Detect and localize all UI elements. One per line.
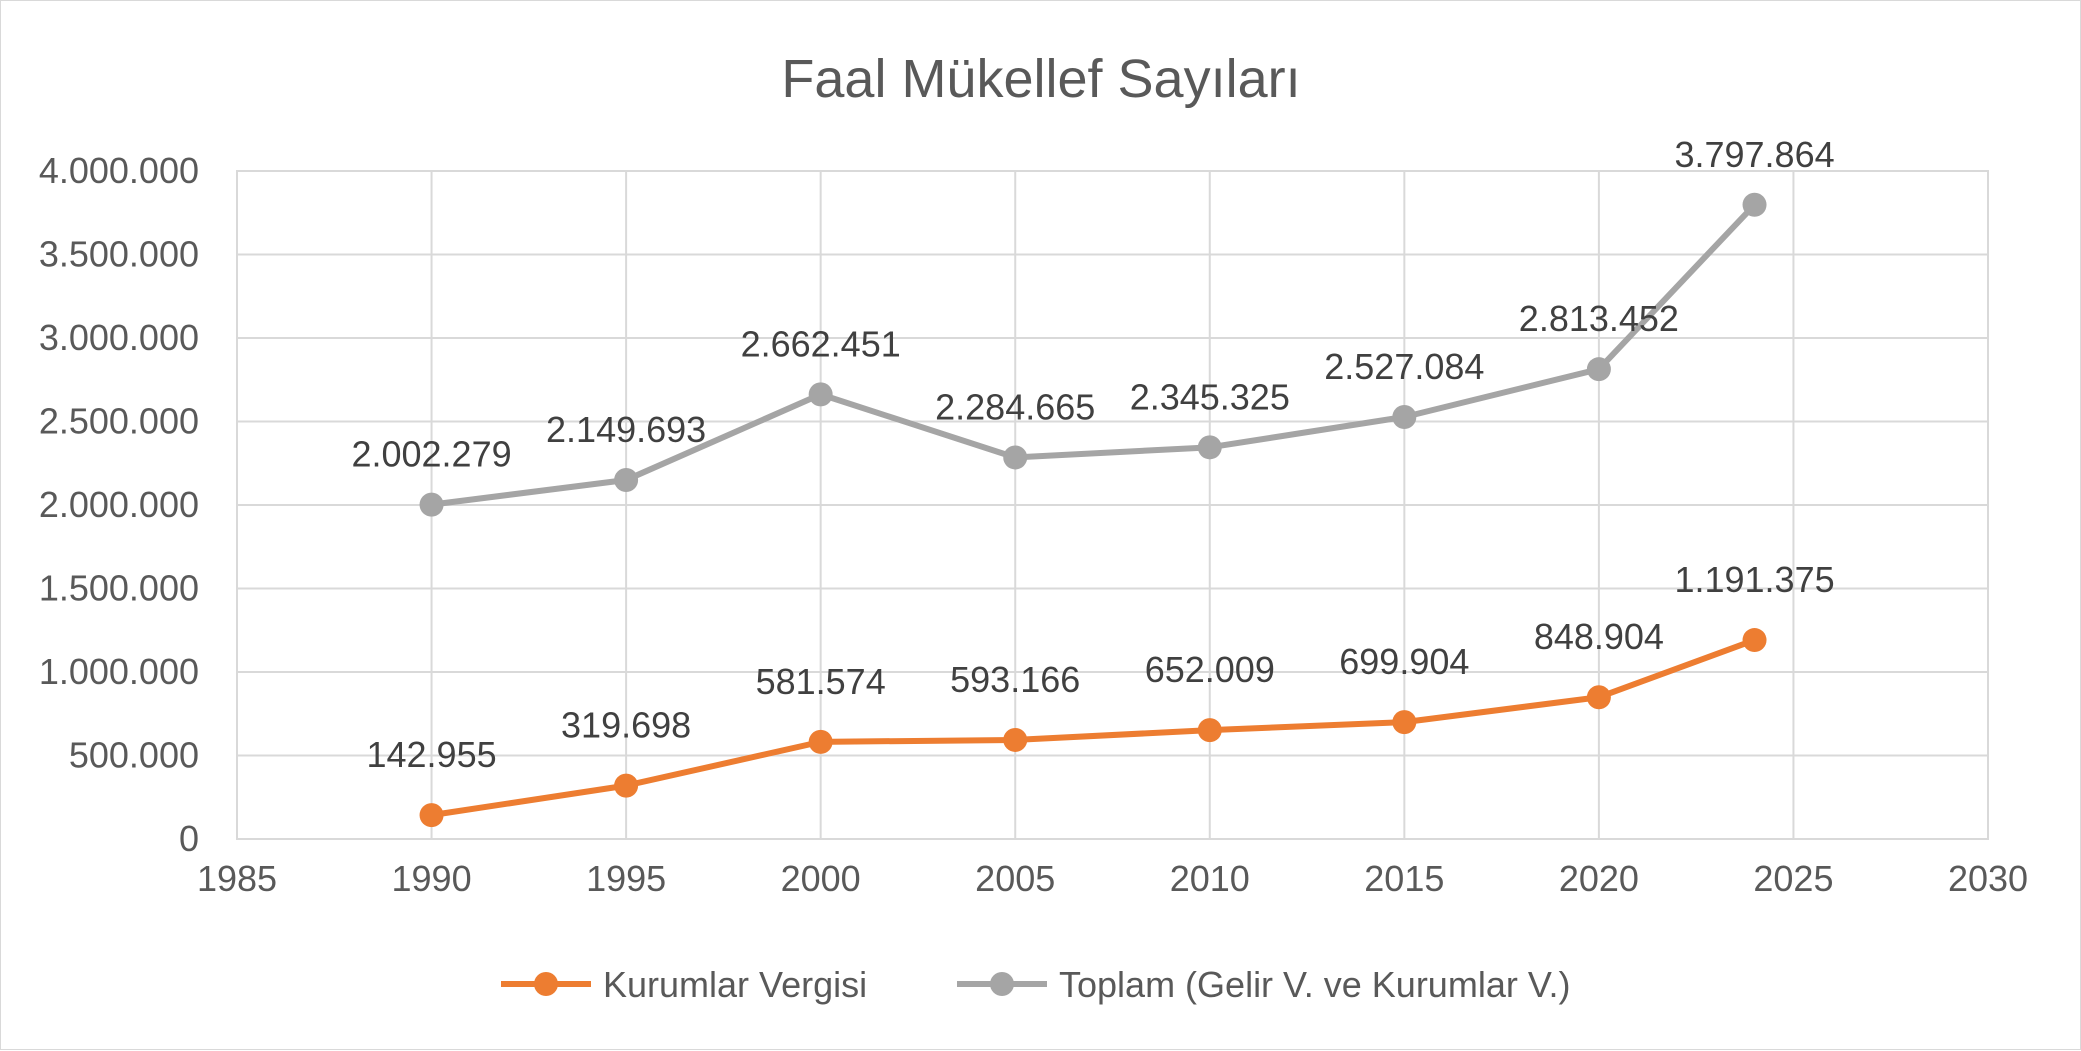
data-label: 652.009	[1145, 649, 1275, 690]
data-point	[1586, 685, 1611, 710]
y-tick-label: 500.000	[69, 735, 199, 776]
y-tick-label: 1.000.000	[39, 651, 199, 692]
data-point	[1392, 710, 1417, 735]
x-tick-label: 2015	[1364, 858, 1444, 899]
data-label: 2.284.665	[935, 386, 1095, 427]
chart-title: Faal Mükellef Sayıları	[781, 49, 1300, 109]
y-tick-label: 2.500.000	[39, 401, 199, 442]
y-tick-label: 3.500.000	[39, 234, 199, 275]
data-point	[1197, 718, 1222, 743]
x-axis: 1985 1990 1995 2000 2005 2010 2015 2020 2025 2030	[197, 858, 2028, 899]
data-label: 848.904	[1534, 616, 1664, 657]
y-tick-label: 3.000.000	[39, 317, 199, 358]
data-point	[419, 803, 444, 828]
legend-label-2: Toplam (Gelir V. ve Kurumlar V.)	[1059, 964, 1571, 1005]
x-tick-label: 2025	[1753, 858, 1833, 899]
x-tick-label: 2020	[1559, 858, 1639, 899]
data-point	[1742, 628, 1767, 653]
data-point	[1392, 404, 1417, 429]
plot-area-border	[236, 170, 1989, 840]
series-line-1	[431, 637, 1756, 819]
legend-marker-1	[534, 972, 558, 996]
data-label: 319.698	[561, 705, 691, 746]
data-label: 2.002.279	[351, 434, 511, 475]
data-label: 2.345.325	[1130, 376, 1290, 417]
x-tick-label: 1985	[197, 858, 277, 899]
data-label: 593.166	[950, 659, 1080, 700]
data-label: 2.813.452	[1519, 298, 1679, 339]
x-tick-label: 2010	[1170, 858, 1250, 899]
series-group: 142.955 319.698 581.574 593.166 652.009 699.9…	[351, 134, 1835, 828]
data-label: 3.797.864	[1674, 134, 1834, 175]
x-tick-label: 2005	[975, 858, 1055, 899]
data-point	[1003, 727, 1028, 752]
data-label: 2.527.084	[1324, 346, 1484, 387]
data-point	[419, 492, 444, 517]
y-tick-label: 1.500.000	[39, 568, 199, 609]
y-tick-label: 2.000.000	[39, 484, 199, 525]
data-label: 581.574	[756, 661, 886, 702]
data-point	[614, 468, 639, 493]
data-point	[1742, 192, 1767, 217]
data-point	[808, 382, 833, 407]
x-tick-label: 2000	[781, 858, 861, 899]
legend-label-1: Kurumlar Vergisi	[603, 964, 867, 1005]
y-axis: 0 500.000 1.000.000 1.500.000 2.000.000 2.500…	[39, 150, 199, 859]
x-tick-label: 2030	[1948, 858, 2028, 899]
y-tick-label: 0	[179, 818, 199, 859]
data-point	[1003, 445, 1028, 470]
data-label: 699.904	[1339, 641, 1469, 682]
data-point	[1586, 357, 1611, 382]
legend-marker-2	[990, 972, 1014, 996]
data-label: 2.662.451	[741, 323, 901, 364]
legend: Kurumlar Vergisi Toplam (Gelir V. ve Kuru…	[501, 964, 1571, 1005]
y-tick-label: 4.000.000	[39, 150, 199, 191]
data-label: 142.955	[366, 734, 496, 775]
data-point	[614, 773, 639, 798]
x-tick-label: 1990	[392, 858, 472, 899]
data-label: 2.149.693	[546, 409, 706, 450]
gridlines	[236, 170, 1989, 840]
data-label: 1.191.375	[1674, 559, 1834, 600]
series-line-2	[431, 202, 1757, 508]
data-point	[808, 729, 833, 754]
data-point	[1197, 435, 1222, 460]
x-tick-label: 1995	[586, 858, 666, 899]
plot-area-border	[236, 170, 1989, 840]
